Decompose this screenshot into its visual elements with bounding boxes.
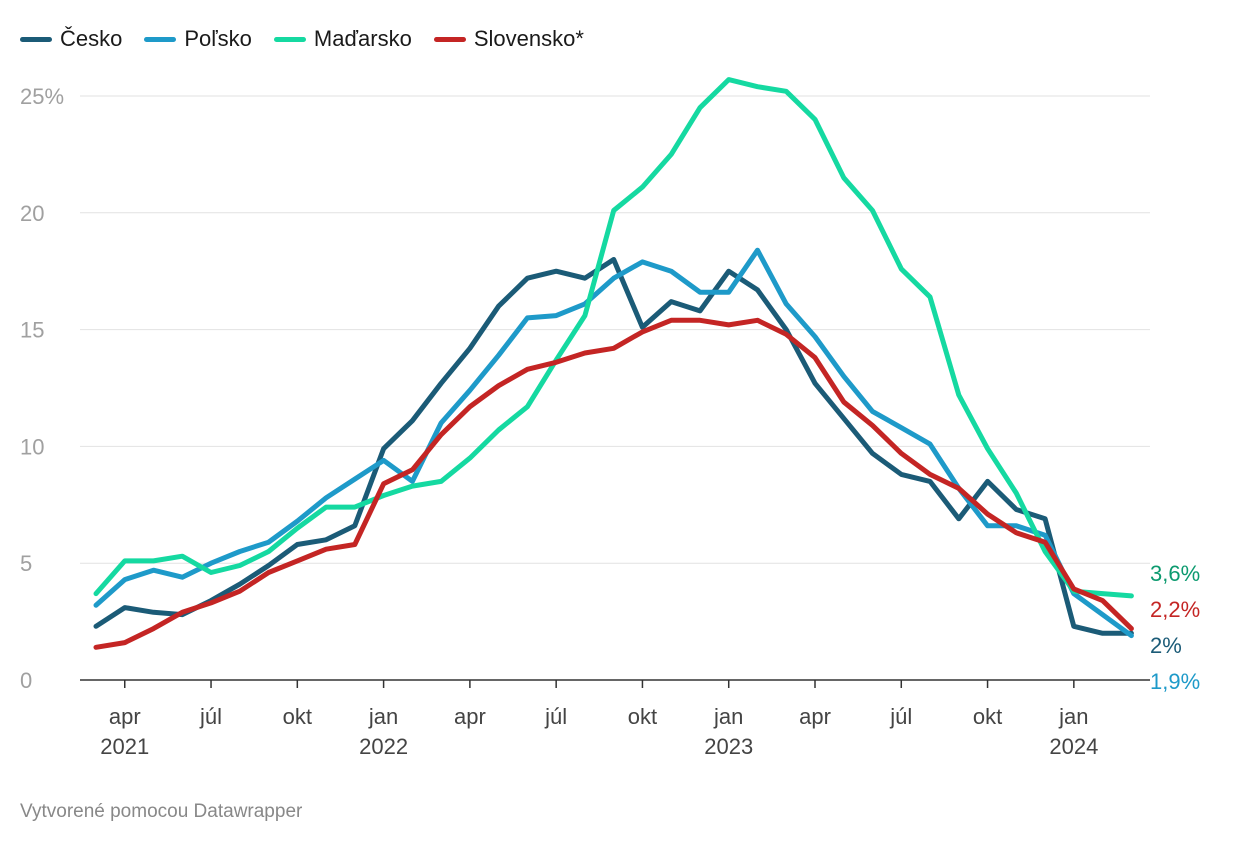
- y-tick-label: 5: [20, 551, 32, 576]
- x-tick-label: okt: [973, 704, 1002, 729]
- x-tick-label: jan: [1058, 704, 1088, 729]
- legend-label: Maďarsko: [313, 26, 412, 51]
- y-tick-label: 25%: [20, 84, 64, 109]
- y-tick-label: 20: [20, 201, 44, 226]
- end-value-label: 1,9%: [1150, 669, 1200, 694]
- legend-swatch: [273, 36, 306, 42]
- end-value-label: 3,6%: [1150, 561, 1200, 586]
- chart-legend: Česko Poľsko Maďarsko Slovensko*: [20, 26, 606, 52]
- y-tick-label: 0: [20, 668, 32, 693]
- legend-label: Poľsko: [184, 26, 252, 51]
- legend-label: Česko: [60, 26, 123, 51]
- x-tick-label: júl: [544, 704, 567, 729]
- line-chart: 0 5 10 15 20 25% apr 2021 júl okt jan 2022 apr júl okt…: [20, 77, 1200, 759]
- x-tick-label: jan: [368, 704, 398, 729]
- legend-item-madarsko: Maďarsko: [273, 26, 412, 52]
- footer-credit: Vytvorené pomocou Datawrapper: [20, 801, 303, 822]
- legend-item-cesko: Česko: [20, 26, 122, 52]
- legend-swatch: [433, 36, 466, 42]
- series-line-slovensko: [93, 317, 1134, 650]
- series-line-esko: [93, 257, 1134, 636]
- y-tick-label: 10: [20, 434, 44, 459]
- end-value-label: 2%: [1150, 633, 1182, 658]
- x-tick-label: júl: [889, 704, 912, 729]
- legend-item-slovensko: Slovensko*: [433, 26, 584, 52]
- x-tick-label: apr: [109, 704, 141, 729]
- x-tick-label: apr: [454, 704, 486, 729]
- end-value-label: 2,2%: [1150, 597, 1200, 622]
- x-tick-year-label: 2022: [359, 734, 408, 759]
- legend-label: Slovensko*: [473, 26, 584, 51]
- x-tick-label: okt: [628, 704, 657, 729]
- x-tick-label: júl: [199, 704, 222, 729]
- legend-item-polsko: Poľsko: [144, 26, 252, 52]
- x-tick-label: jan: [713, 704, 743, 729]
- legend-swatch: [20, 36, 52, 42]
- x-tick-label: okt: [283, 704, 312, 729]
- x-tick-label: apr: [799, 704, 831, 729]
- series-line-maarsko: [93, 77, 1134, 599]
- y-tick-label: 15: [20, 318, 44, 343]
- x-tick-year-label: 2023: [704, 734, 753, 759]
- legend-swatch: [144, 36, 177, 42]
- x-tick-year-label: 2021: [100, 734, 149, 759]
- x-tick-year-label: 2024: [1049, 734, 1098, 759]
